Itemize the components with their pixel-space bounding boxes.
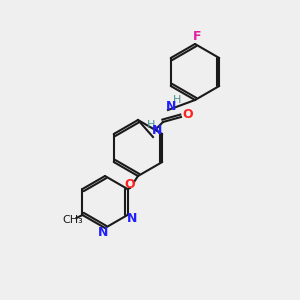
- Text: H: H: [147, 120, 155, 130]
- Text: O: O: [125, 178, 135, 190]
- Text: CH₃: CH₃: [62, 215, 83, 225]
- Text: H: H: [173, 95, 181, 105]
- Text: N: N: [166, 100, 176, 112]
- Text: O: O: [183, 109, 193, 122]
- Text: N: N: [98, 226, 108, 239]
- Text: F: F: [193, 29, 201, 43]
- Text: N: N: [127, 212, 138, 224]
- Text: N: N: [152, 124, 162, 137]
